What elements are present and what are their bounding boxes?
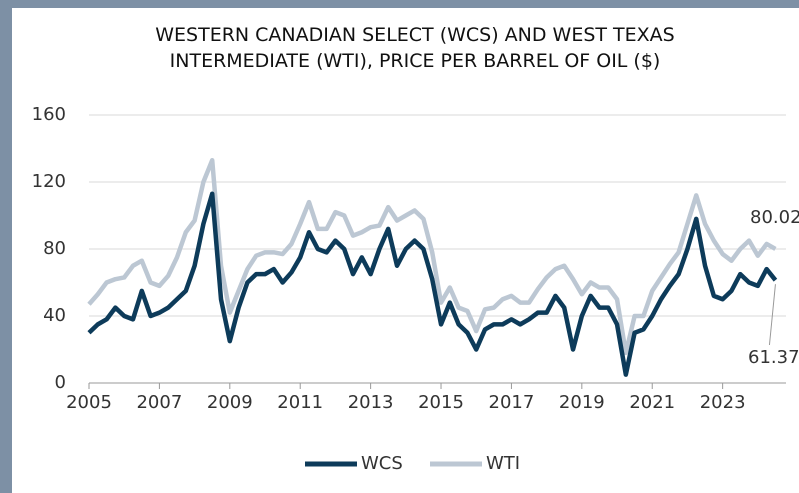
line-wcs: [87, 191, 778, 377]
y-tick-label: 120: [32, 171, 66, 192]
x-tick-label: 2023: [700, 392, 746, 413]
x-tick-label: 2007: [136, 392, 182, 413]
x-tick-label: 2015: [418, 392, 464, 413]
annotation: 80.02: [750, 207, 799, 228]
x-tick-label: 2019: [559, 392, 605, 413]
chart-title: WESTERN CANADIAN SELECT (WCS) AND WEST T…: [155, 24, 675, 72]
leader-line: [768, 284, 776, 346]
legend-label: WTI: [486, 453, 520, 474]
x-tick-label: 2017: [489, 392, 535, 413]
y-tick-label: 0: [55, 372, 66, 393]
x-tick-label: 2009: [207, 392, 253, 413]
x-tick-label: 2005: [66, 392, 112, 413]
x-tick-label: 2011: [277, 392, 323, 413]
x-tick-label: 2021: [629, 392, 675, 413]
annotation: 61.37: [748, 347, 799, 368]
y-tick-label: 80: [43, 238, 66, 259]
y-tick-label: 40: [43, 305, 66, 326]
line-wti: [87, 157, 777, 356]
y-tick-label: 160: [32, 104, 66, 125]
legend-label: WCS: [361, 453, 403, 474]
x-tick-label: 2013: [348, 392, 394, 413]
